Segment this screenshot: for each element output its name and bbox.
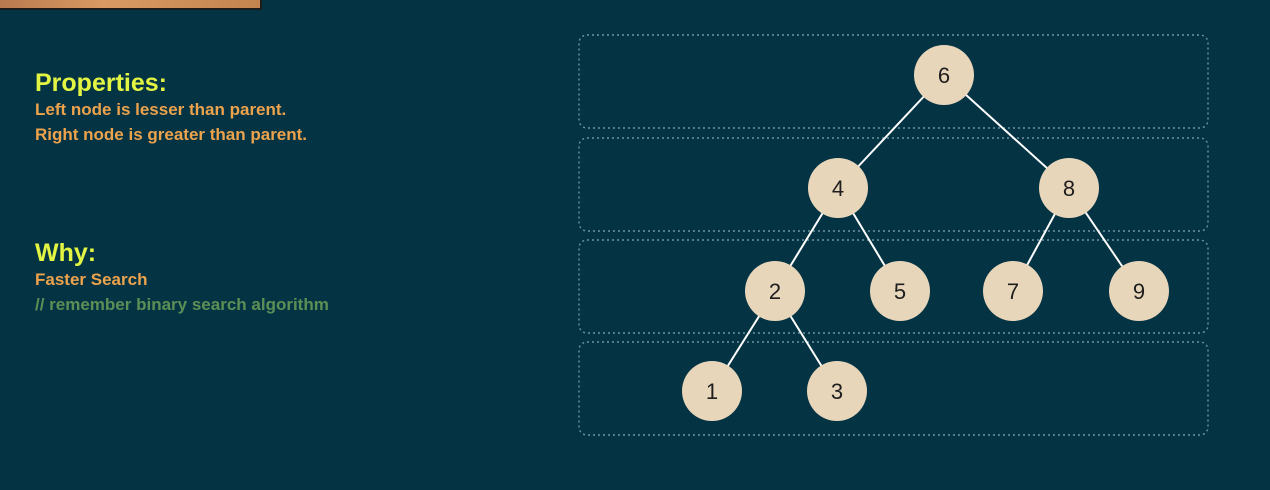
node-label: 2 [769, 279, 781, 304]
tree-node-5: 5 [870, 261, 930, 321]
tree-nodes: 6 4 8 2 5 7 9 1 3 [682, 45, 1169, 421]
node-circle [807, 361, 867, 421]
why-section: Why: Faster Search // remember binary se… [35, 239, 329, 317]
node-label: 7 [1007, 279, 1019, 304]
node-label: 6 [938, 63, 950, 88]
node-circle [983, 261, 1043, 321]
node-circle [870, 261, 930, 321]
level-box-0 [578, 34, 1209, 129]
node-label: 1 [706, 379, 718, 404]
tree-edges [711, 74, 1140, 392]
why-reason: Faster Search [35, 270, 148, 289]
node-circle [745, 261, 805, 321]
node-circle [1039, 158, 1099, 218]
node-label: 8 [1063, 176, 1075, 201]
tree-node-6: 6 [914, 45, 974, 105]
node-circle [914, 45, 974, 105]
node-circle [808, 158, 868, 218]
node-label: 5 [894, 279, 906, 304]
properties-section: Properties: Left node is lesser than par… [35, 69, 307, 147]
tree-node-2: 2 [745, 261, 805, 321]
tree-node-1: 1 [682, 361, 742, 421]
level-box-1 [578, 137, 1209, 232]
node-label: 9 [1133, 279, 1145, 304]
property-right-rule: Right node is greater than parent. [35, 125, 308, 144]
why-comment: // remember binary search algorithm [35, 295, 329, 314]
node-label: 4 [832, 176, 844, 201]
tree-node-7: 7 [983, 261, 1043, 321]
properties-heading: Properties: [35, 69, 167, 97]
node-circle [682, 361, 742, 421]
webcam-thumbnail [0, 0, 262, 10]
tree-node-8: 8 [1039, 158, 1099, 218]
why-heading: Why: [35, 239, 97, 267]
tree-node-3: 3 [807, 361, 867, 421]
node-circle [1109, 261, 1169, 321]
property-left-rule: Left node is lesser than parent. [35, 100, 287, 119]
tree-node-9: 9 [1109, 261, 1169, 321]
level-boxes [578, 34, 1209, 436]
node-label: 3 [831, 379, 843, 404]
level-box-2 [578, 239, 1209, 334]
tree-node-4: 4 [808, 158, 868, 218]
level-box-3 [578, 341, 1209, 436]
